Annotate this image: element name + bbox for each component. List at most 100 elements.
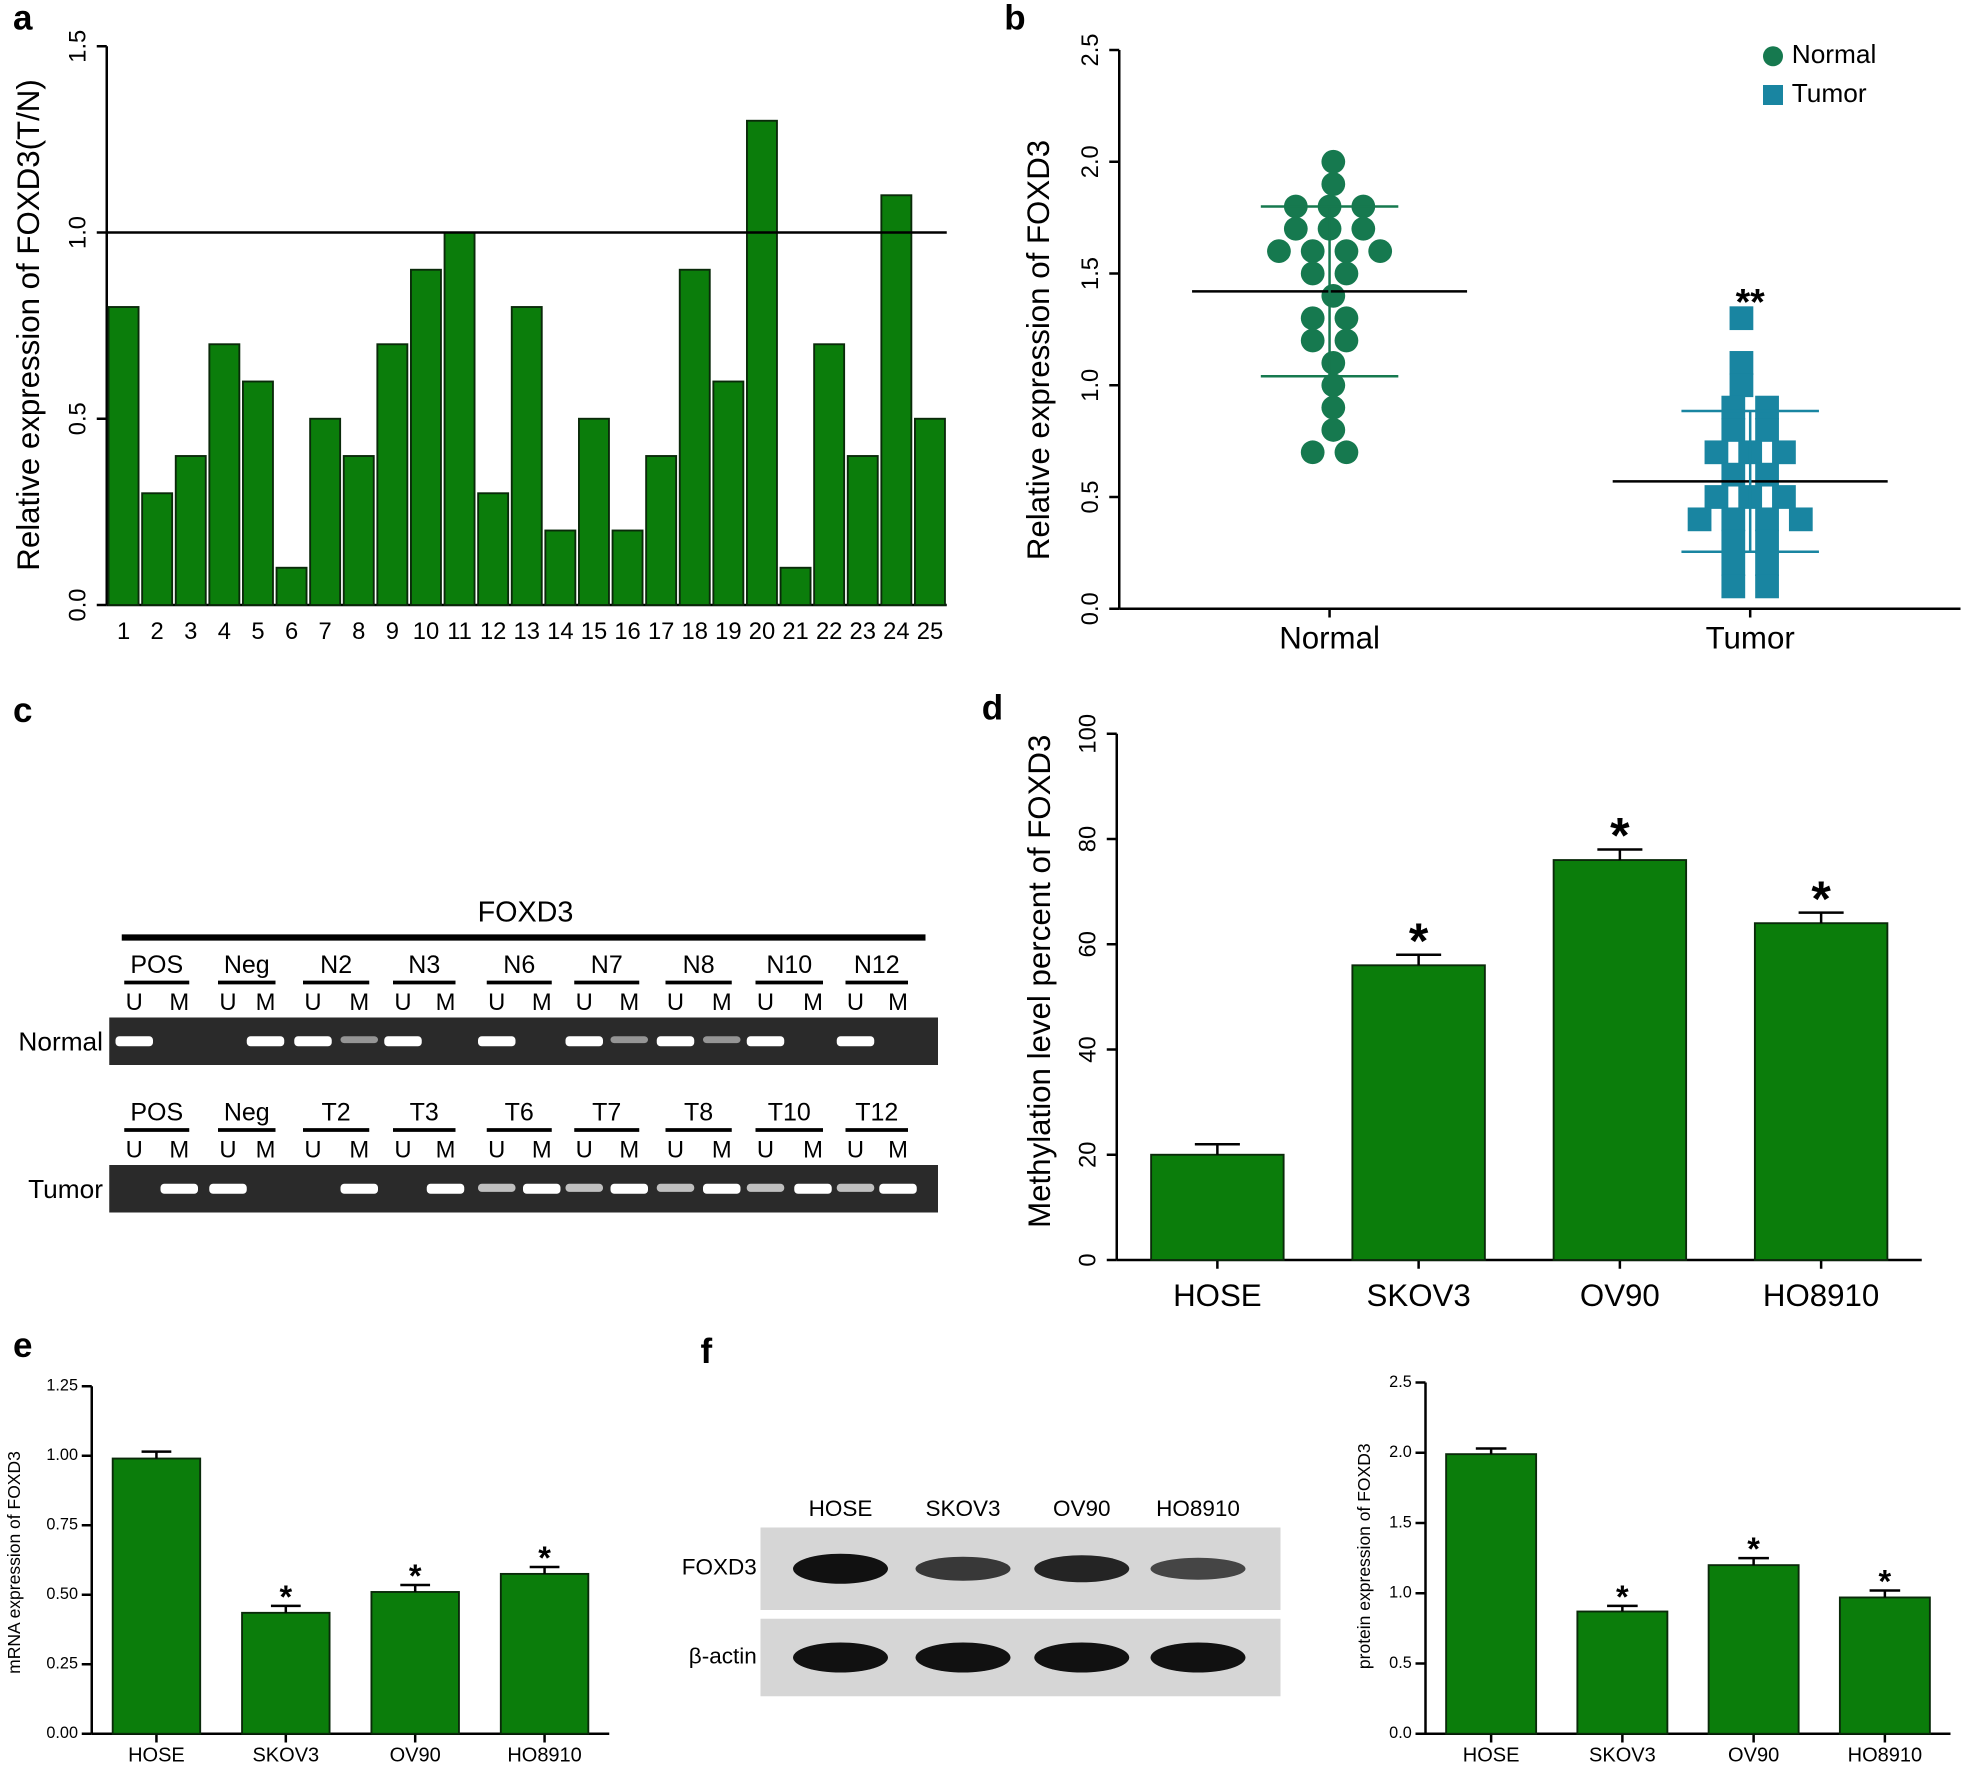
- bar: [174, 455, 207, 606]
- sublane-label: U: [667, 1137, 684, 1164]
- x-tick-label: 4: [218, 618, 231, 645]
- gel-band: [160, 1183, 198, 1194]
- bar: [578, 417, 610, 606]
- gel-band: [115, 1036, 153, 1047]
- legend-label: Normal: [1792, 39, 1877, 69]
- lane-label: N6: [503, 951, 535, 979]
- x-tick-label: 18: [682, 618, 708, 645]
- lane-label: N7: [591, 951, 623, 979]
- y-tick-label: 0.0: [65, 588, 92, 621]
- x-tick-label: 3: [184, 618, 197, 645]
- point: [1721, 574, 1746, 599]
- point: [1300, 239, 1325, 264]
- x-tick-label: 2: [151, 618, 164, 645]
- x-tick-label: 11: [447, 618, 472, 645]
- significance: *: [1616, 1579, 1629, 1615]
- point: [1755, 529, 1779, 554]
- gel-band: [426, 1183, 465, 1194]
- y-axis-label: Relative expression of FOXD3(T/N): [11, 79, 46, 570]
- blot-band: [1150, 1642, 1246, 1673]
- blot-band: [1034, 1642, 1130, 1673]
- lane-label: N2: [320, 951, 352, 979]
- sublane-label: M: [349, 1137, 369, 1164]
- gel-row-label: Tumor: [28, 1174, 103, 1204]
- bar: [914, 417, 946, 606]
- y-tick-label: 0.5: [65, 402, 92, 435]
- gel-band: [565, 1036, 603, 1047]
- point: [1321, 283, 1346, 308]
- blot-band: [915, 1556, 1011, 1581]
- point: [1755, 507, 1779, 532]
- blot-band: [1034, 1555, 1130, 1583]
- gel-band: [703, 1183, 741, 1194]
- bar: [443, 231, 476, 606]
- point: [1334, 306, 1359, 331]
- gel-band: [746, 1183, 785, 1192]
- y-tick-label: 40: [1075, 1036, 1102, 1062]
- sublane-label: U: [847, 1137, 864, 1164]
- bar: [141, 492, 174, 606]
- y-tick-label: 2.5: [1389, 1373, 1412, 1391]
- sublane-label: U: [488, 1137, 505, 1164]
- bar: [499, 1572, 590, 1735]
- y-tick-label: 0.50: [46, 1585, 78, 1603]
- point: [1687, 507, 1712, 532]
- sublane-label: M: [888, 989, 908, 1016]
- bar: [241, 1611, 331, 1735]
- sublane-label: U: [394, 1137, 411, 1164]
- sublane-label: U: [219, 989, 236, 1016]
- gel-band: [384, 1036, 422, 1047]
- x-tick-label: SKOV3: [1589, 1745, 1656, 1767]
- point: [1755, 395, 1779, 420]
- gel-band: [703, 1036, 741, 1044]
- gel-band: [340, 1036, 378, 1044]
- sublane-label: U: [576, 1137, 593, 1164]
- point: [1300, 306, 1325, 331]
- bar: [544, 529, 577, 606]
- point: [1788, 507, 1813, 532]
- point: [1283, 216, 1308, 241]
- y-tick-label: 2.0: [1389, 1443, 1412, 1461]
- lane-label: T3: [410, 1098, 439, 1126]
- sublane-label: M: [256, 1137, 276, 1164]
- bar: [1707, 1564, 1800, 1735]
- lane-label: T7: [592, 1098, 621, 1126]
- x-tick-label: 7: [319, 618, 332, 645]
- sublane-label: U: [126, 1137, 143, 1164]
- x-tick-label: 5: [251, 618, 264, 645]
- gel-band: [656, 1036, 695, 1047]
- blot-row-label: β-actin: [689, 1643, 757, 1668]
- lane-label: POS: [130, 1098, 183, 1126]
- legend-marker: [1763, 46, 1783, 67]
- sublane-label: M: [436, 989, 456, 1016]
- gel-band: [794, 1183, 832, 1194]
- x-tick-label: 13: [514, 618, 540, 645]
- point: [1755, 552, 1779, 576]
- point: [1267, 239, 1291, 264]
- legend-label: Tumor: [1792, 78, 1867, 108]
- y-tick-label: 0.75: [46, 1516, 78, 1534]
- y-tick-label: 80: [1075, 826, 1102, 852]
- panel-letter: b: [1004, 0, 1025, 37]
- x-tick-label: HOSE: [1173, 1278, 1262, 1313]
- bar: [309, 417, 342, 606]
- y-tick-label: 0.25: [46, 1655, 78, 1673]
- gel-band: [209, 1183, 247, 1194]
- gel-band: [246, 1036, 285, 1047]
- significance: **: [1736, 281, 1766, 323]
- panel-letter: c: [13, 691, 32, 730]
- sublane-label: U: [667, 989, 684, 1016]
- x-tick-label: OV90: [1580, 1278, 1660, 1313]
- lane-label: T12: [855, 1098, 898, 1126]
- gel-band: [478, 1183, 516, 1192]
- sublane-label: M: [803, 989, 823, 1016]
- panel-letter: e: [13, 1326, 32, 1365]
- x-tick-label: 15: [581, 618, 607, 645]
- y-tick-label: 1.5: [1389, 1513, 1412, 1531]
- sublane-label: U: [757, 989, 774, 1016]
- blot-column-label: OV90: [1053, 1496, 1111, 1521]
- point: [1721, 529, 1746, 554]
- significance: *: [1747, 1531, 1760, 1567]
- sublane-label: U: [576, 989, 593, 1016]
